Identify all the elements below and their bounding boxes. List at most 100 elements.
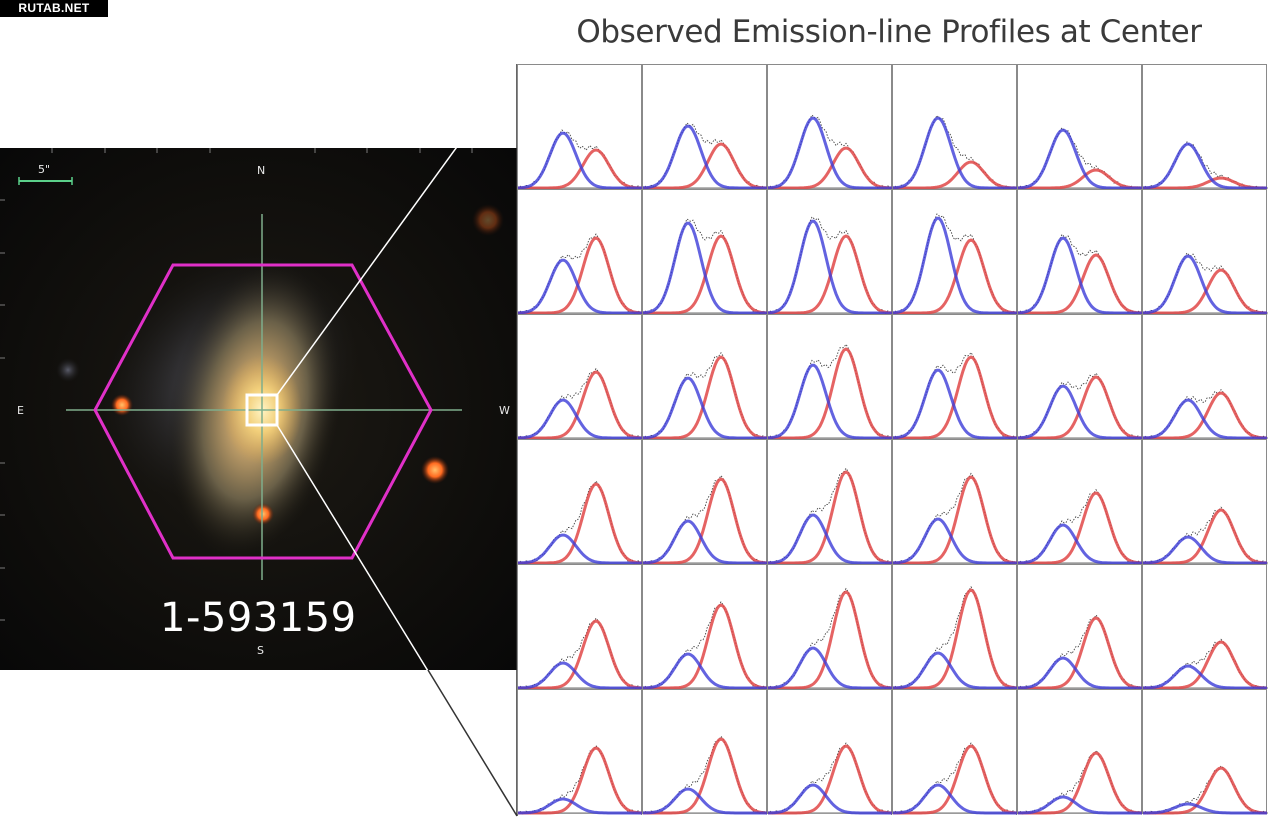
profile-plot (518, 744, 643, 815)
profile-panel (892, 689, 1018, 815)
profile-plot (643, 601, 768, 690)
red-component-line (1018, 751, 1143, 815)
profile-panel (517, 439, 643, 565)
profile-plot (518, 233, 643, 315)
blue-component-line (893, 651, 1017, 690)
profile-plot (1018, 126, 1143, 190)
red-component-line (1143, 391, 1267, 440)
profile-panel (517, 689, 643, 815)
blue-component-line (643, 221, 767, 315)
compass-east: E (17, 404, 24, 417)
profile-panel (517, 314, 643, 440)
blue-component-line (518, 258, 642, 315)
profile-plot (768, 216, 893, 315)
red-component-line (1018, 616, 1143, 690)
profile-plot (893, 742, 1018, 815)
profile-plot (768, 114, 893, 190)
profile-panel (642, 189, 768, 315)
profile-plot (1018, 614, 1143, 690)
blue-component-line (518, 131, 642, 190)
profile-panel (892, 564, 1018, 690)
profile-plot (643, 474, 768, 565)
red-component-line (518, 619, 643, 690)
red-component-line (893, 475, 1018, 565)
profile-panel (892, 189, 1018, 315)
profile-plot (1018, 749, 1143, 815)
profile-plot (1143, 141, 1268, 190)
profile-plot (643, 218, 768, 315)
blue-component-line (1018, 384, 1142, 440)
profile-plot (893, 351, 1018, 440)
blue-component-line (893, 216, 1017, 315)
profile-plot (518, 480, 643, 565)
blue-component-line (1143, 802, 1267, 815)
blue-component-line (643, 652, 767, 690)
blue-component-line (1018, 128, 1142, 190)
observed-profile-line (1018, 372, 1143, 440)
profile-panel (892, 314, 1018, 440)
profile-grid (517, 64, 1268, 816)
blue-component-line (768, 783, 892, 815)
profile-plot (893, 114, 1018, 190)
red-component-line (768, 347, 893, 440)
observed-profile-line (643, 351, 768, 440)
blue-component-line (893, 783, 1017, 815)
profile-panel (517, 564, 643, 690)
profile-plot (643, 351, 768, 440)
blue-component-line (518, 661, 642, 690)
profile-panel (1142, 314, 1268, 440)
red-component-line (1143, 508, 1268, 565)
red-component-line (643, 477, 768, 565)
profile-panel (892, 64, 1018, 190)
profile-panel (1142, 64, 1268, 190)
profile-panel (1017, 314, 1143, 440)
profile-panel (892, 439, 1018, 565)
red-component-line (893, 588, 1018, 690)
profile-panel (1142, 189, 1268, 315)
profile-plot (518, 617, 643, 690)
red-component-line (643, 603, 768, 690)
profile-plot (1143, 638, 1268, 690)
blue-component-line (1143, 664, 1267, 690)
blue-component-line (518, 533, 642, 565)
profile-panel (517, 189, 643, 315)
red-component-line (768, 744, 893, 815)
red-component-line (643, 737, 768, 815)
profile-panel (642, 439, 768, 565)
red-component-line (893, 160, 1018, 190)
red-component-line (768, 590, 893, 690)
red-component-line (768, 470, 893, 565)
profile-plot (893, 213, 1018, 315)
red-component-line (518, 746, 643, 815)
blue-component-line (768, 116, 892, 190)
profile-panel (1142, 689, 1268, 815)
red-component-line (518, 148, 642, 190)
galaxy-image: 5" N S E W 1-593159 (0, 148, 518, 670)
blue-component-line (768, 363, 892, 440)
zoom-box (245, 393, 279, 427)
blue-component-line (893, 116, 1017, 190)
blue-component-line (1018, 236, 1142, 315)
red-component-line (1143, 766, 1267, 815)
profile-panel (767, 564, 893, 690)
profile-panel (1142, 439, 1268, 565)
profile-panel (1017, 64, 1143, 190)
blue-component-line (518, 797, 642, 815)
zoom-line-bottom (427, 669, 518, 817)
blue-component-line (1143, 398, 1267, 440)
blue-component-line (768, 219, 892, 315)
blue-component-line (643, 124, 767, 190)
profile-panel (767, 314, 893, 440)
watermark: RUTAB.NET (0, 0, 108, 17)
red-component-line (518, 370, 643, 440)
profile-plot (768, 742, 893, 815)
profile-plot (1018, 233, 1143, 315)
profile-plot (1143, 252, 1268, 315)
profile-panel (767, 189, 893, 315)
profile-panel (517, 64, 643, 190)
profile-plot (518, 367, 643, 440)
blue-component-line (768, 646, 892, 690)
profile-panel (767, 439, 893, 565)
red-component-line (893, 744, 1018, 815)
profile-panel (642, 689, 768, 815)
